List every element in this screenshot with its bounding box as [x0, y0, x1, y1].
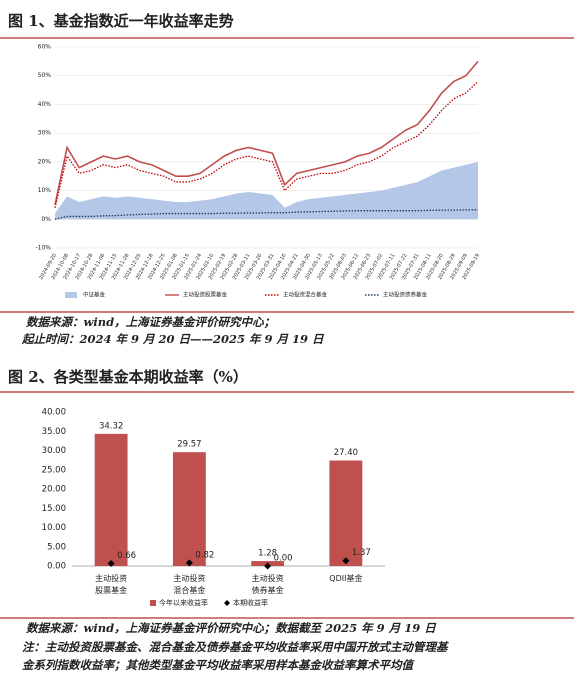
- x-tick-label-line: 债券基金: [252, 585, 284, 595]
- figure-title: 图 1、基金指数近一年收益率走势: [8, 12, 234, 30]
- legend-swatch: [150, 600, 156, 606]
- legend-swatch: [224, 600, 230, 606]
- bar: [329, 460, 363, 566]
- value-label: 1.28: [258, 549, 277, 559]
- value-label: 1.37: [352, 548, 371, 558]
- area: [55, 161, 478, 220]
- y-tick-label: 10.00: [42, 523, 66, 533]
- source-note: 数据来源：wind，上海证券基金评价研究中心；数据截至 2025 年 9 月 1…: [26, 621, 437, 635]
- bar: [94, 433, 128, 566]
- value-label: 0.82: [195, 550, 214, 560]
- value-label: 34.32: [99, 421, 123, 431]
- legend-label: 中证基金: [83, 291, 106, 299]
- y-tick-label: 0.00: [47, 562, 66, 572]
- y-tick-label: 40.00: [42, 408, 66, 418]
- legend-label: 主动投资债券基金: [383, 291, 428, 299]
- marker: [342, 557, 350, 565]
- legend-label: 本期收益率: [233, 598, 268, 607]
- x-tick-label: 主动投资混合基金: [173, 573, 205, 595]
- y-tick-label: 10%: [38, 187, 52, 194]
- bar: [172, 452, 206, 566]
- x-tick-label: 主动投资债券基金: [252, 573, 284, 595]
- remark-note: 金系列指数收益率；其他类型基金平均收益率采用样本基金收益率算术平均值: [22, 658, 415, 672]
- y-tick-label: 35.00: [42, 427, 66, 437]
- marker: [107, 559, 115, 567]
- x-tick-label-line: QDII基金: [329, 573, 362, 583]
- legend-label: 主动投资混合基金: [283, 291, 328, 299]
- y-tick-label: 60%: [38, 44, 52, 51]
- marker: [185, 559, 193, 567]
- legend-swatch: [65, 292, 77, 298]
- y-tick-label: 20.00: [42, 485, 66, 495]
- value-label: 29.57: [177, 440, 201, 450]
- x-tick-label: 主动投资股票基金: [95, 573, 127, 595]
- remark-note: 注：主动投资股票基金、混合基金及债券基金平均收益率采用中国开放式主动管理基: [22, 640, 449, 654]
- y-tick-label: 20%: [38, 158, 52, 165]
- y-tick-label: 15.00: [42, 504, 66, 514]
- value-label: 0.66: [117, 551, 136, 561]
- value-label: 0.00: [274, 554, 293, 564]
- x-tick-label-line: 主动投资: [252, 573, 284, 583]
- y-tick-label: 40%: [38, 101, 52, 108]
- y-tick-label: 25.00: [42, 465, 66, 475]
- y-tick-label: 30%: [38, 130, 52, 137]
- y-tick-label: 5.00: [47, 542, 66, 552]
- y-tick-label: 0%: [41, 216, 51, 223]
- legend-label: 主动投资股票基金: [183, 291, 228, 299]
- x-tick-label-line: 混合基金: [173, 585, 205, 595]
- y-tick-label: 50%: [38, 72, 52, 79]
- line: [54, 60, 479, 206]
- x-tick-label-line: 主动投资: [95, 573, 127, 583]
- source-note: 数据来源：wind，上海证券基金评价研究中心；: [26, 315, 275, 329]
- x-tick-label: QDII基金: [329, 573, 362, 583]
- y-tick-label: -10%: [35, 245, 51, 252]
- period-note: 起止时间：2024 年 9 月 20 日——2025 年 9 月 19 日: [21, 332, 325, 346]
- figure-title: 图 2、各类型基金本期收益率（%）: [8, 368, 248, 386]
- y-tick-label: 30.00: [42, 446, 66, 456]
- value-label: 27.40: [334, 448, 358, 458]
- x-tick-label-line: 股票基金: [95, 585, 127, 595]
- x-tick-label-line: 主动投资: [173, 573, 205, 583]
- marker: [264, 562, 272, 570]
- legend-label: 今年以来收益率: [159, 598, 208, 607]
- line: [54, 80, 479, 208]
